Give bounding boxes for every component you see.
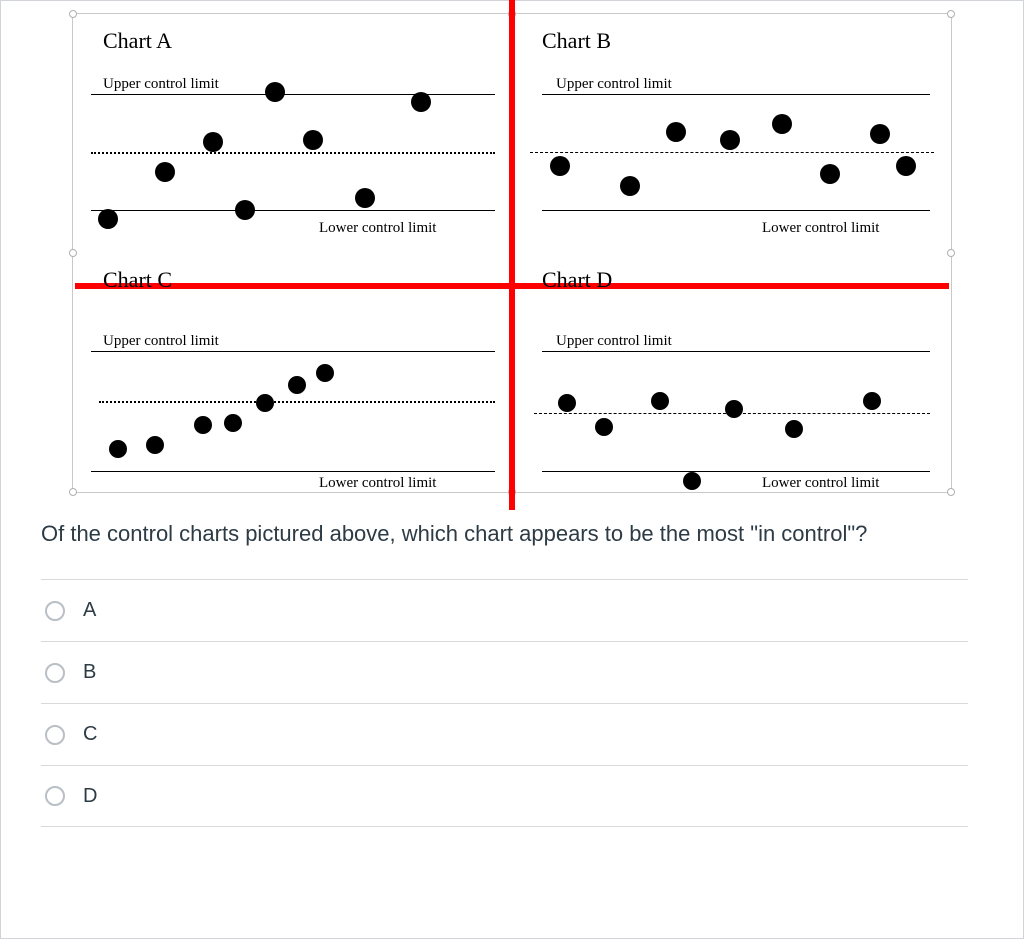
lcl-label: Lower control limit <box>762 475 879 492</box>
data-point <box>155 162 175 182</box>
data-point <box>316 364 334 382</box>
data-point <box>896 156 916 176</box>
chart-a: Chart A Upper control limit Lower control… <box>73 14 512 253</box>
lcl-line <box>542 210 930 211</box>
data-point <box>288 376 306 394</box>
option-d[interactable]: D <box>41 765 968 827</box>
option-c-label: C <box>83 723 97 746</box>
data-point <box>870 124 890 144</box>
data-point <box>224 414 242 432</box>
data-point <box>683 472 701 490</box>
center-line <box>530 152 934 153</box>
ucl-line <box>91 94 495 95</box>
data-point <box>550 156 570 176</box>
chart-d: Chart D Upper control limit Lower control… <box>512 253 951 492</box>
option-a[interactable]: A <box>41 579 968 641</box>
data-point <box>303 130 323 150</box>
chart-d-title: Chart D <box>542 267 612 293</box>
data-point <box>772 114 792 134</box>
ucl-label: Upper control limit <box>556 76 672 93</box>
data-point <box>720 130 740 150</box>
data-point <box>355 188 375 208</box>
data-point <box>595 418 613 436</box>
data-point <box>411 92 431 112</box>
radio-icon <box>45 786 65 806</box>
data-point <box>820 164 840 184</box>
lcl-line <box>91 210 495 211</box>
charts-frame: Chart A Upper control limit Lower control… <box>72 13 952 493</box>
data-point <box>725 400 743 418</box>
option-b-label: B <box>83 661 96 684</box>
data-point <box>265 82 285 102</box>
option-c[interactable]: C <box>41 703 968 765</box>
data-point <box>98 209 118 229</box>
option-d-label: D <box>83 785 97 808</box>
lcl-label: Lower control limit <box>762 220 879 237</box>
chart-a-title: Chart A <box>103 28 172 54</box>
radio-icon <box>45 601 65 621</box>
lcl-line <box>91 471 495 472</box>
question-text: Of the control charts pictured above, wh… <box>41 517 968 551</box>
lcl-label: Lower control limit <box>319 220 436 237</box>
center-line <box>91 152 495 154</box>
option-a-label: A <box>83 599 96 622</box>
ucl-line <box>542 351 930 352</box>
chart-c: Chart C Upper control limit Lower control… <box>73 253 512 492</box>
data-point <box>203 132 223 152</box>
ucl-label: Upper control limit <box>103 333 219 350</box>
data-point <box>651 392 669 410</box>
chart-c-title: Chart C <box>103 267 172 293</box>
data-point <box>256 394 274 412</box>
chart-b: Chart B Upper control limit Lower control… <box>512 14 951 253</box>
ucl-label: Upper control limit <box>103 76 219 93</box>
data-point <box>863 392 881 410</box>
data-point <box>666 122 686 142</box>
data-point <box>146 436 164 454</box>
lcl-label: Lower control limit <box>319 475 436 492</box>
option-b[interactable]: B <box>41 641 968 703</box>
chart-b-title: Chart B <box>542 28 611 54</box>
ucl-line <box>91 351 495 352</box>
answer-options: A B C D <box>41 579 968 827</box>
data-point <box>620 176 640 196</box>
data-point <box>194 416 212 434</box>
data-point <box>558 394 576 412</box>
radio-icon <box>45 663 65 683</box>
data-point <box>785 420 803 438</box>
lcl-line <box>542 471 930 472</box>
quiz-page: Chart A Upper control limit Lower control… <box>0 0 1024 939</box>
data-point <box>235 200 255 220</box>
ucl-line <box>542 94 930 95</box>
radio-icon <box>45 725 65 745</box>
ucl-label: Upper control limit <box>556 333 672 350</box>
data-point <box>109 440 127 458</box>
center-line <box>99 401 495 403</box>
